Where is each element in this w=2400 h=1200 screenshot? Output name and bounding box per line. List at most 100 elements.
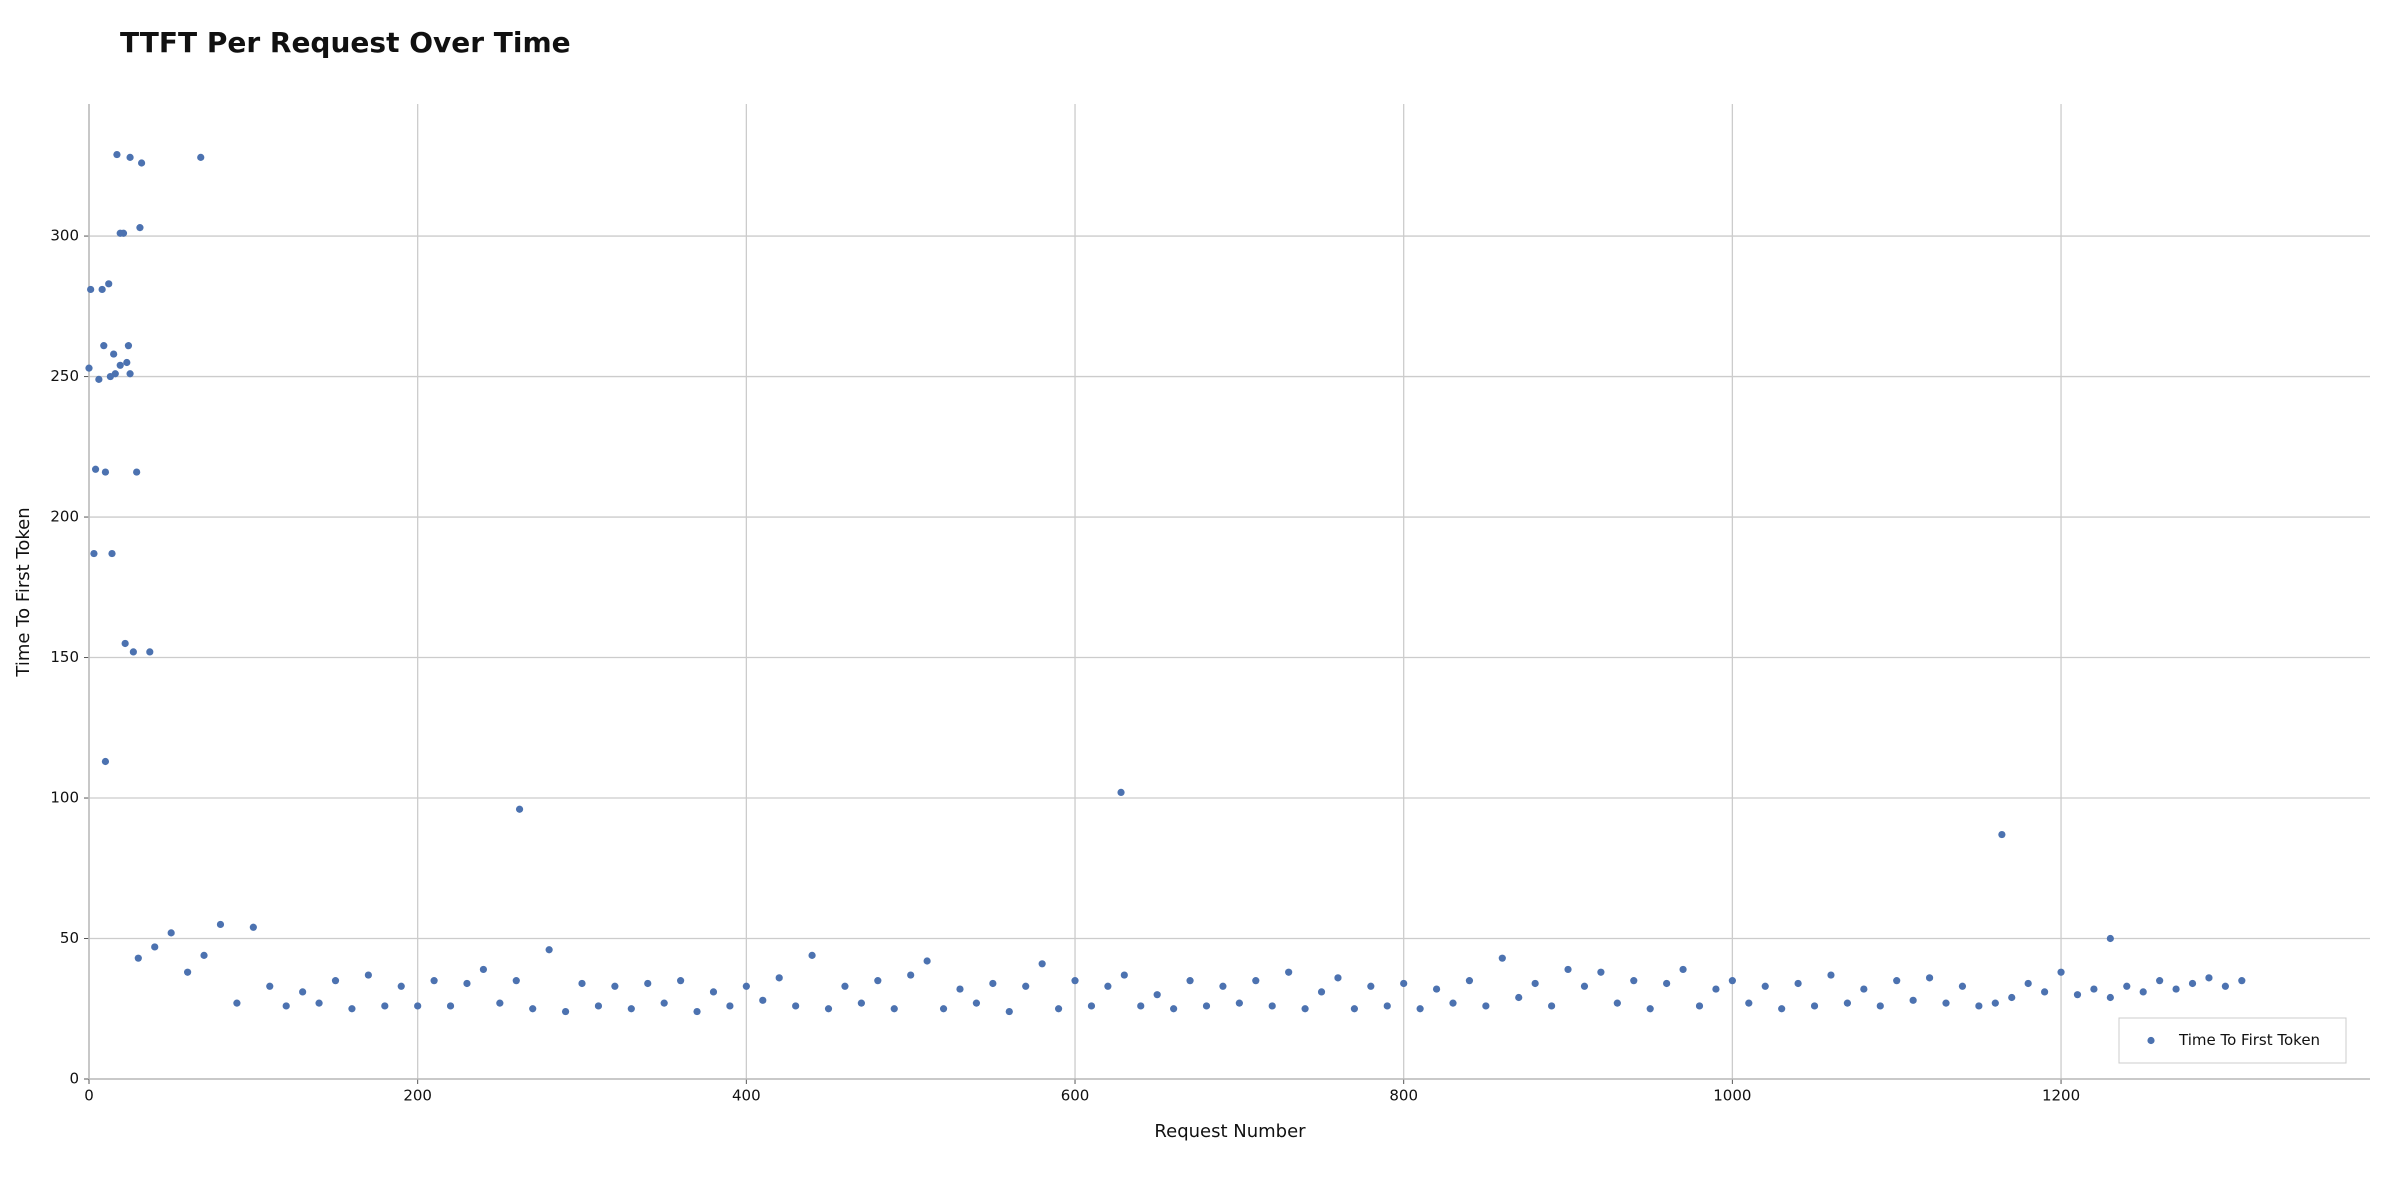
point [1991, 999, 1999, 1007]
point [1958, 982, 1967, 990]
chart-title: TTFT Per Request Over Time [120, 26, 571, 59]
point [709, 988, 718, 996]
point [129, 648, 137, 656]
point [479, 965, 488, 974]
point [1998, 830, 2006, 839]
point [923, 957, 931, 965]
point [1449, 999, 1457, 1007]
point [113, 150, 121, 159]
point [315, 999, 323, 1007]
point [1350, 1005, 1358, 1013]
x-tick-label: 400 [732, 1087, 761, 1105]
point [348, 1005, 356, 1013]
point [299, 988, 307, 996]
point [266, 982, 274, 990]
point [1334, 974, 1342, 982]
point [2057, 968, 2065, 976]
point [100, 342, 108, 350]
point [496, 999, 504, 1007]
point [1663, 979, 1671, 988]
point [1022, 982, 1030, 990]
point [2008, 993, 2016, 1002]
point [1515, 993, 1523, 1002]
point [1548, 1002, 1556, 1010]
point [146, 648, 154, 656]
point [1252, 977, 1260, 985]
point [2024, 979, 2032, 988]
point [561, 1007, 570, 1016]
point [1942, 999, 1950, 1007]
point [1432, 985, 1441, 993]
point [824, 1005, 833, 1013]
x-tick-label: 1200 [2042, 1087, 2080, 1105]
point [1893, 977, 1901, 985]
point [90, 549, 98, 558]
point [515, 805, 524, 813]
point [2106, 934, 2114, 943]
point [1465, 977, 1474, 985]
point [110, 350, 118, 358]
point [1745, 999, 1753, 1007]
point [1202, 1002, 1211, 1010]
point [126, 370, 134, 378]
point [2188, 979, 2197, 988]
point [512, 977, 520, 985]
point [2073, 991, 2082, 999]
point [939, 1005, 948, 1013]
point [545, 946, 553, 954]
point [857, 999, 865, 1007]
point [972, 999, 981, 1007]
point [167, 929, 175, 937]
point [529, 1005, 537, 1013]
point [1761, 982, 1769, 990]
point [1186, 977, 1194, 985]
point [1400, 979, 1408, 988]
point [1778, 1005, 1786, 1013]
point [1153, 991, 1161, 999]
point [2172, 985, 2180, 993]
point [1367, 982, 1375, 990]
point [249, 923, 257, 931]
point [1498, 954, 1506, 962]
point [1005, 1007, 1013, 1016]
point [397, 982, 405, 990]
point [1120, 971, 1128, 979]
point [2156, 977, 2164, 985]
y-tick-label: 250 [50, 367, 79, 385]
point [101, 468, 110, 476]
point [989, 979, 997, 988]
x-tick-label: 0 [84, 1087, 94, 1105]
point [792, 1002, 800, 1010]
point [1975, 1002, 1983, 1010]
y-tick-label: 100 [50, 789, 79, 807]
y-tick-label: 200 [50, 508, 79, 526]
point [430, 977, 438, 985]
point [907, 971, 915, 979]
point [1416, 1005, 1424, 1013]
point [726, 1002, 734, 1010]
point [1876, 1002, 1884, 1010]
point [1117, 788, 1125, 797]
point [95, 375, 103, 383]
point [1383, 1002, 1391, 1010]
point [759, 996, 767, 1004]
point [91, 465, 100, 473]
point [1827, 971, 1835, 979]
point [121, 639, 129, 648]
point [1564, 965, 1572, 974]
point [87, 285, 95, 294]
point [151, 943, 159, 951]
point [233, 999, 241, 1007]
point [1087, 1002, 1096, 1010]
point [2238, 977, 2246, 985]
point [1860, 985, 1868, 993]
point [693, 1007, 701, 1016]
point [1170, 1005, 1178, 1013]
point [1268, 1002, 1276, 1010]
point [2106, 993, 2114, 1002]
point [119, 229, 128, 237]
point [200, 951, 208, 959]
point [1531, 979, 1539, 988]
point [134, 954, 142, 962]
point [101, 757, 110, 766]
